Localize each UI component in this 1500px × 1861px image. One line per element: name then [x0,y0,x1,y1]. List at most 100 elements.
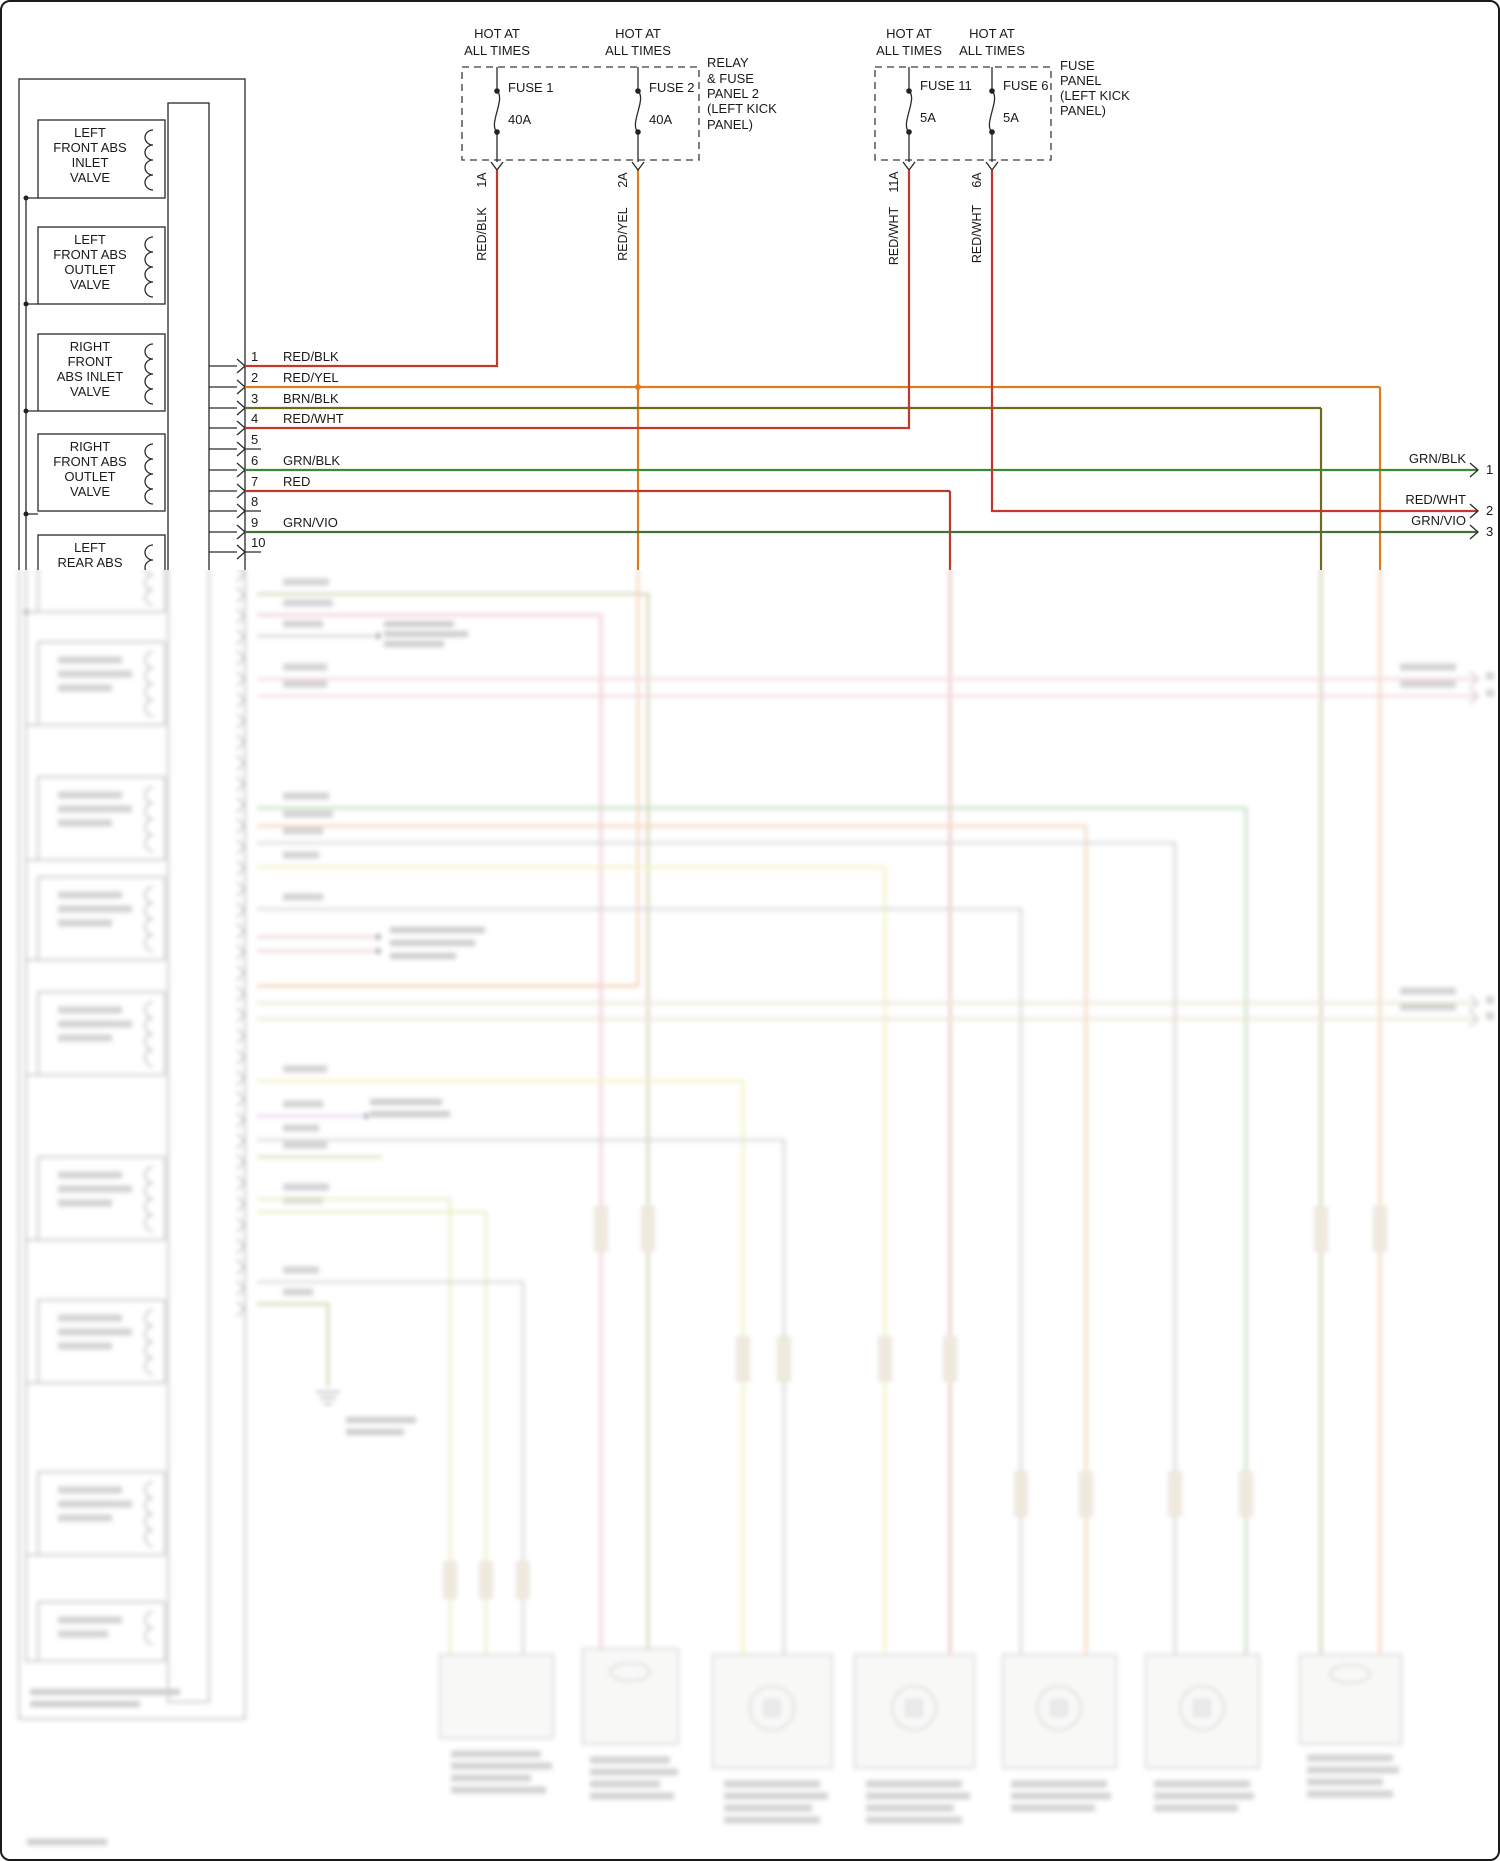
sharp-region: HOT AT ALL TIMES HOT AT ALL TIMES HOT AT… [17,26,1493,570]
wire-red-wht-circuit [245,170,911,430]
edge-pin-number: 3 [1486,524,1493,539]
wire-red-wht-label-2: RED/WHT [970,204,984,263]
splice-dot [635,384,641,390]
vertical-wire-labels: 1A RED/BLK 2A RED/YEL 11A RED/WHT 6A RED… [475,171,984,265]
pin-wire-label: RED/YEL [283,370,339,385]
component-label: VALVE [70,170,110,185]
edge-pin-number: 1 [1486,462,1493,477]
hot-at-label: HOT AT [886,26,932,41]
pin-connector-icons [236,358,246,560]
component-box [37,333,166,412]
pin-number: 7 [251,474,258,489]
wire-red-yel-label: RED/YEL [616,207,630,261]
relay-panel-line: PANEL 2 [707,86,759,101]
component-label: RIGHT [70,439,111,454]
fuse-element-icon [493,90,996,133]
pin-number: 6 [251,453,258,468]
pin-number: 10 [251,535,265,550]
relay-panel-line: & FUSE [707,71,754,86]
pin-wire-label: RED [283,474,310,489]
edge-wire-label: GRN/BLK [1409,451,1466,466]
component-label: LEFT [74,125,106,140]
all-times-label: ALL TIMES [605,43,671,58]
pin-number: 3 [251,391,258,406]
component-box [37,119,166,199]
right-edge-connector-icons [1469,462,1479,540]
pin-number: 5 [251,432,258,447]
abs-valve-components: LEFT FRONT ABS INLET VALVE LEFT FRONT AB… [23,119,166,517]
fuse-6-rating: 5A [1003,110,1019,125]
tap-11a-label: 11A [887,171,901,193]
pin-numbers-and-wire-labels: 1 RED/BLK 2 RED/YEL 3 BRN/BLK 4 RED/WHT … [251,349,344,550]
all-times-label: ALL TIMES [959,43,1025,58]
pin-wire-label: GRN/BLK [283,453,340,468]
wire-red-wht-label: RED/WHT [887,206,901,265]
hot-at-label: HOT AT [615,26,661,41]
relay-panel-label: RELAY & FUSE PANEL 2 (LEFT KICK PANEL) [707,55,777,132]
all-times-label: ALL TIMES [876,43,942,58]
right-edge-labels: GRN/BLK 1 RED/WHT 2 GRN/VIO 3 [1405,451,1493,539]
pin-internal-leads [209,365,237,553]
fuse-1-name: FUSE 1 [508,80,554,95]
hot-at-label: HOT AT [969,26,1015,41]
blurred-wires [257,592,1478,1655]
pin-number: 2 [251,370,258,385]
pin-wire-label: BRN/BLK [283,391,339,406]
blurred-component-boxes [26,641,166,1662]
component-label: OUTLET [64,262,115,277]
hot-at-label: HOT AT [474,26,520,41]
fuse-2-name: FUSE 2 [649,80,695,95]
pin-number: 4 [251,411,258,426]
fuse-panel-label: FUSE PANEL (LEFT KICK PANEL) [1060,58,1130,118]
inline-connectors [443,1206,1387,1599]
component-label: VALVE [70,384,110,399]
tap-1a-label: 1A [475,172,489,188]
fuse-terminal-dots [494,88,995,135]
pin-wire-label: RED/WHT [283,411,344,426]
fuse-panel-box [874,66,1052,161]
wire-red-wht-fuse6-circuit [990,170,1478,513]
component-label: OUTLET [64,469,115,484]
fuse-6-name: FUSE 6 [1003,78,1049,93]
component-box [37,226,166,305]
component-box [37,433,166,512]
edge-wire-label: GRN/VIO [1411,513,1466,528]
relay-panel-line: (LEFT KICK [707,101,777,116]
pin-number: 8 [251,494,258,509]
fuse-11-name: FUSE 11 [920,78,972,93]
pin-wire-label: RED/BLK [283,349,339,364]
edge-wire-label: RED/WHT [1405,492,1466,507]
component-label: RIGHT [70,339,111,354]
fuse-output-connector-icons [490,161,999,172]
relay-panel-line: PANEL) [707,117,753,132]
all-times-label: ALL TIMES [464,43,530,58]
blurred-footer-text [27,1689,180,1845]
wire-red-blk-circuit [245,170,499,368]
pin-number: 9 [251,515,258,530]
component-label: INLET [72,155,109,170]
unlabeled-pin-stubs [245,448,261,553]
blurred-wire-labels [283,578,333,1296]
fuse-panel-line: PANEL) [1060,103,1106,118]
component-label: ABS INLET [57,369,124,384]
fuse-panel-line: (LEFT KICK [1060,88,1130,103]
wire-red-blk-label: RED/BLK [475,207,489,261]
component-label: FRONT ABS [53,140,127,155]
relay-panel-line: RELAY [707,55,749,70]
blurred-diagram-region [17,570,1494,1845]
valve-coil-icons [144,129,154,505]
fuse-panel-line: FUSE [1060,58,1095,73]
pin-number: 1 [251,349,258,364]
edge-pin-number: 2 [1486,503,1493,518]
fuse-leads [496,67,993,162]
component-label: LEFT [74,232,106,247]
component-label: VALVE [70,484,110,499]
blurred-pin-connectors [236,570,246,1317]
component-label: FRONT ABS [53,454,127,469]
component-label: FRONT [68,354,113,369]
blurred-edge-connectors [1469,671,1479,1027]
fuse-1-rating: 40A [508,112,531,127]
fuse-labels: FUSE 1 40A FUSE 2 40A FUSE 11 5A FUSE 6 … [508,78,1049,127]
